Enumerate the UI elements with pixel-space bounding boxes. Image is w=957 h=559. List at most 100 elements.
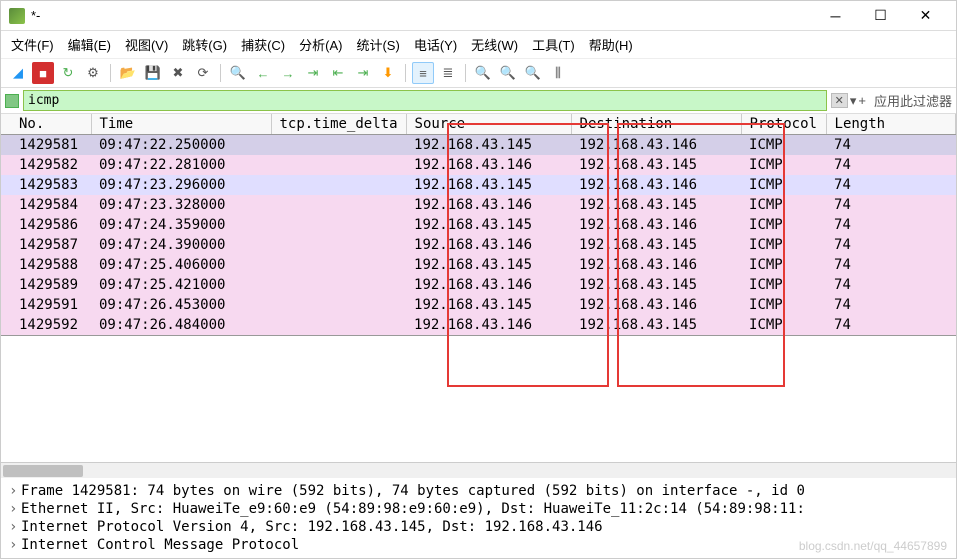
- col-proto[interactable]: Protocol: [741, 114, 826, 135]
- zoom-reset-icon[interactable]: 🔍: [522, 62, 544, 84]
- packet-row[interactable]: 142959109:47:26.453000192.168.43.145192.…: [1, 295, 956, 315]
- reload-icon[interactable]: ⟳: [192, 62, 214, 84]
- restart-capture-icon[interactable]: ↻: [57, 62, 79, 84]
- autoscroll-icon[interactable]: ⬇: [377, 62, 399, 84]
- cell-no: 1429588: [1, 255, 91, 275]
- last-icon[interactable]: ⇥: [352, 62, 374, 84]
- cell-src: 192.168.43.146: [406, 275, 571, 295]
- start-capture-icon[interactable]: ◢: [7, 62, 29, 84]
- resize-cols-icon[interactable]: ≣: [437, 62, 459, 84]
- col-time[interactable]: Time: [91, 114, 271, 135]
- cell-dst: 192.168.43.145: [571, 195, 741, 215]
- detail-ip[interactable]: ›Internet Protocol Version 4, Src: 192.1…: [9, 518, 948, 536]
- detail-eth[interactable]: ›Ethernet II, Src: HuaweiTe_e9:60:e9 (54…: [9, 500, 948, 518]
- stop-capture-icon[interactable]: ■: [32, 62, 54, 84]
- cell-time: 09:47:23.328000: [91, 195, 271, 215]
- resize-icon[interactable]: ⫼: [547, 62, 569, 84]
- cell-src: 192.168.43.146: [406, 195, 571, 215]
- cell-time: 09:47:23.296000: [91, 175, 271, 195]
- goto-icon[interactable]: ⇥: [302, 62, 324, 84]
- cell-delta: [271, 295, 406, 315]
- packet-row[interactable]: 142958109:47:22.250000192.168.43.145192.…: [1, 135, 956, 156]
- display-filter-input[interactable]: [23, 90, 827, 111]
- save-icon[interactable]: 💾: [142, 62, 164, 84]
- cell-proto: ICMP: [741, 235, 826, 255]
- packet-row[interactable]: 142958909:47:25.421000192.168.43.146192.…: [1, 275, 956, 295]
- menu-wireless[interactable]: 无线(W): [471, 35, 518, 54]
- packet-row[interactable]: 142958609:47:24.359000192.168.43.145192.…: [1, 215, 956, 235]
- menu-view[interactable]: 视图(V): [125, 35, 168, 54]
- cell-proto: ICMP: [741, 315, 826, 335]
- colorize-icon[interactable]: ≡: [412, 62, 434, 84]
- open-icon[interactable]: 📂: [117, 62, 139, 84]
- cell-no: 1429592: [1, 315, 91, 335]
- cell-len: 74: [826, 135, 955, 156]
- cell-time: 09:47:26.484000: [91, 315, 271, 335]
- watermark: blog.csdn.net/qq_44657899: [799, 539, 947, 553]
- back-icon[interactable]: ←: [252, 62, 274, 84]
- detail-frame[interactable]: ›Frame 1429581: 74 bytes on wire (592 bi…: [9, 482, 948, 500]
- close-button[interactable]: ✕: [903, 2, 948, 30]
- cell-delta: [271, 315, 406, 335]
- packet-row[interactable]: 142959209:47:26.484000192.168.43.146192.…: [1, 315, 956, 335]
- find-icon[interactable]: 🔍: [227, 62, 249, 84]
- menu-tools[interactable]: 工具(T): [532, 35, 575, 54]
- cell-dst: 192.168.43.145: [571, 315, 741, 335]
- close-file-icon[interactable]: ✖: [167, 62, 189, 84]
- menubar: 文件(F) 编辑(E) 视图(V) 跳转(G) 捕获(C) 分析(A) 统计(S…: [1, 31, 956, 59]
- zoom-in-icon[interactable]: 🔍: [472, 62, 494, 84]
- cell-dst: 192.168.43.146: [571, 175, 741, 195]
- col-len[interactable]: Length: [826, 114, 955, 135]
- zoom-out-icon[interactable]: 🔍: [497, 62, 519, 84]
- packet-row[interactable]: 142958409:47:23.328000192.168.43.146192.…: [1, 195, 956, 215]
- cell-delta: [271, 215, 406, 235]
- expression-icon[interactable]: ▾: [850, 93, 857, 109]
- packet-row[interactable]: 142958809:47:25.406000192.168.43.145192.…: [1, 255, 956, 275]
- menu-analyze[interactable]: 分析(A): [299, 35, 342, 54]
- apply-filter-label[interactable]: 应用此过滤器: [874, 91, 952, 110]
- bookmark-icon[interactable]: [5, 94, 19, 108]
- clear-filter-icon[interactable]: ✕: [831, 93, 848, 108]
- menu-help[interactable]: 帮助(H): [589, 35, 633, 54]
- menu-edit[interactable]: 编辑(E): [68, 35, 111, 54]
- cell-proto: ICMP: [741, 215, 826, 235]
- col-no[interactable]: No.: [1, 114, 91, 135]
- menu-file[interactable]: 文件(F): [11, 35, 54, 54]
- menu-telephony[interactable]: 电话(Y): [414, 35, 457, 54]
- menu-stats[interactable]: 统计(S): [356, 35, 399, 54]
- cell-len: 74: [826, 215, 955, 235]
- col-dst[interactable]: Destination: [571, 114, 741, 135]
- cell-len: 74: [826, 315, 955, 335]
- cell-src: 192.168.43.145: [406, 175, 571, 195]
- cell-len: 74: [826, 275, 955, 295]
- packet-row[interactable]: 142958709:47:24.390000192.168.43.146192.…: [1, 235, 956, 255]
- cell-dst: 192.168.43.146: [571, 255, 741, 275]
- cell-delta: [271, 155, 406, 175]
- col-src[interactable]: Source: [406, 114, 571, 135]
- cell-dst: 192.168.43.146: [571, 295, 741, 315]
- maximize-button[interactable]: ☐: [858, 2, 903, 30]
- cell-proto: ICMP: [741, 155, 826, 175]
- forward-icon[interactable]: →: [277, 62, 299, 84]
- cell-proto: ICMP: [741, 175, 826, 195]
- toolbar: ◢ ■ ↻ ⚙ 📂 💾 ✖ ⟳ 🔍 ← → ⇥ ⇤ ⇥ ⬇ ≡ ≣ 🔍 🔍 🔍 …: [1, 59, 956, 88]
- cell-src: 192.168.43.145: [406, 295, 571, 315]
- options-icon[interactable]: ⚙: [82, 62, 104, 84]
- minimize-button[interactable]: ─: [813, 2, 858, 30]
- menu-goto[interactable]: 跳转(G): [182, 35, 227, 54]
- cell-no: 1429582: [1, 155, 91, 175]
- first-icon[interactable]: ⇤: [327, 62, 349, 84]
- packet-row[interactable]: 142958209:47:22.281000192.168.43.146192.…: [1, 155, 956, 175]
- col-delta[interactable]: tcp.time_delta: [271, 114, 406, 135]
- hscrollbar[interactable]: [1, 462, 956, 478]
- menu-capture[interactable]: 捕获(C): [241, 35, 285, 54]
- cell-dst: 192.168.43.146: [571, 215, 741, 235]
- packet-row[interactable]: 142958309:47:23.296000192.168.43.145192.…: [1, 175, 956, 195]
- cell-len: 74: [826, 295, 955, 315]
- cell-dst: 192.168.43.145: [571, 275, 741, 295]
- cell-dst: 192.168.43.145: [571, 235, 741, 255]
- packet-list: No. Time tcp.time_delta Source Destinati…: [1, 114, 956, 336]
- cell-delta: [271, 175, 406, 195]
- add-filter-icon[interactable]: +: [858, 93, 866, 108]
- cell-no: 1429587: [1, 235, 91, 255]
